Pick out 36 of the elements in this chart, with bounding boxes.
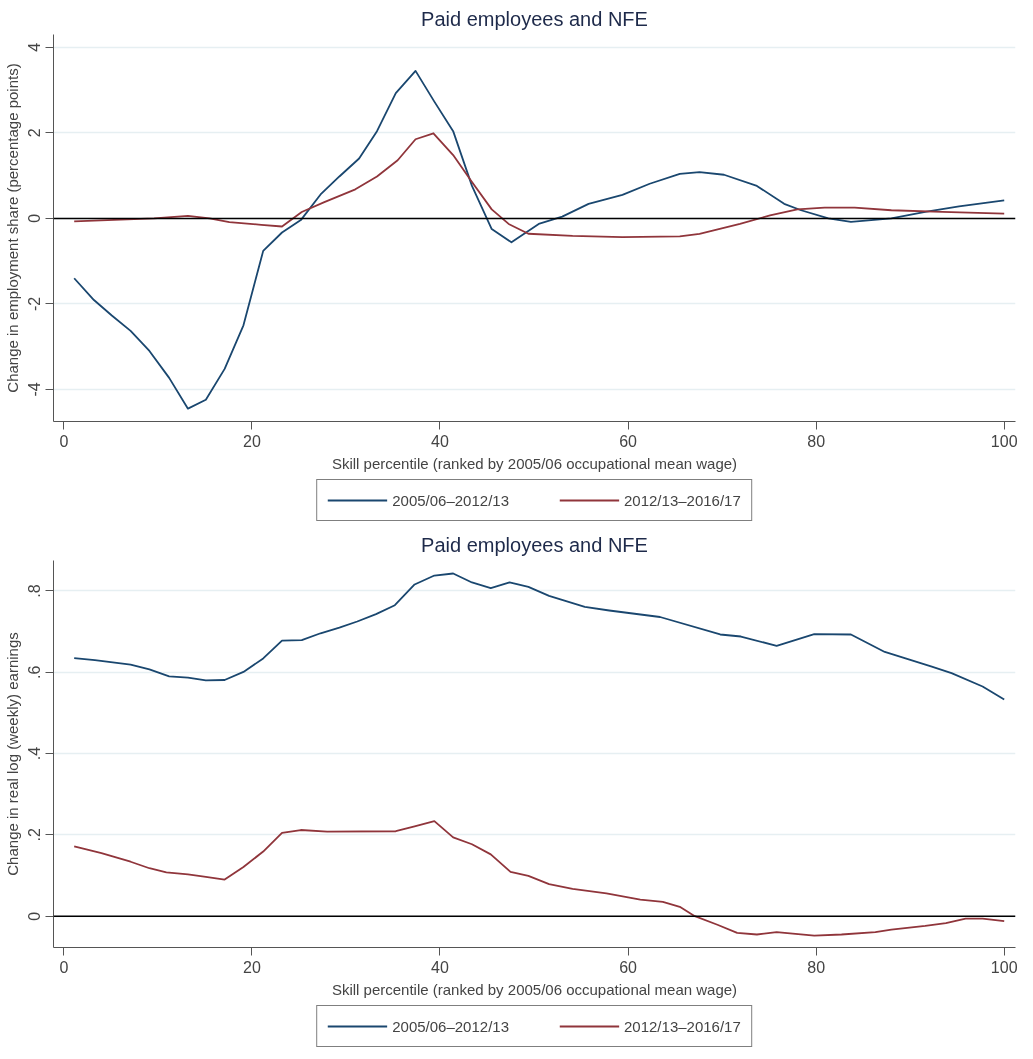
line-series: [73, 132, 1006, 239]
legend-label: 2005/06–2012/13: [392, 491, 509, 509]
x-tick-label: 100: [990, 432, 1018, 450]
y-tick-label: 0: [26, 911, 44, 921]
legend-label: 2012/13–2016/17: [624, 491, 741, 509]
y-tick-label: .2: [26, 828, 44, 842]
x-tick-label: 20: [243, 958, 261, 976]
x-tick-label: 20: [243, 432, 261, 450]
y-axis-title: Change in real log (weekly) earnings: [3, 632, 21, 876]
y-tick-label: 4: [26, 42, 44, 52]
legend-label: 2005/06–2012/13: [392, 1017, 509, 1035]
x-tick-label: 40: [431, 432, 449, 450]
y-tick-label: 2: [26, 128, 44, 138]
x-tick-label: 60: [619, 958, 638, 976]
x-tick-label: 0: [59, 432, 69, 450]
x-axis-title: Skill percentile (ranked by 2005/06 occupational mean wage): [331, 454, 738, 472]
x-tick-label: 80: [807, 958, 826, 976]
line-series: [73, 69, 1006, 410]
chart-title: Paid employees and NFE: [421, 533, 648, 556]
x-axis-title: Skill percentile (ranked by 2005/06 occupational mean wage): [331, 980, 738, 998]
line-series: [73, 820, 1006, 937]
x-tick-label: 100: [990, 958, 1018, 976]
y-tick-label: .6: [26, 665, 44, 679]
line-series: [73, 572, 1006, 701]
y-tick-label: -2: [26, 296, 44, 312]
y-tick-label: .4: [26, 746, 44, 761]
x-tick-label: 80: [807, 432, 826, 450]
y-axis-title: Change in employment share (percentage points): [3, 63, 21, 393]
y-tick-label: 0: [26, 213, 44, 223]
y-tick-label: -4: [26, 382, 44, 397]
x-tick-label: 60: [619, 432, 638, 450]
x-tick-label: 40: [431, 958, 449, 976]
y-tick-label: .8: [26, 584, 44, 598]
chart-title: Paid employees and NFE: [421, 7, 648, 30]
legend-label: 2012/13–2016/17: [624, 1017, 741, 1035]
x-tick-label: 0: [59, 958, 69, 976]
